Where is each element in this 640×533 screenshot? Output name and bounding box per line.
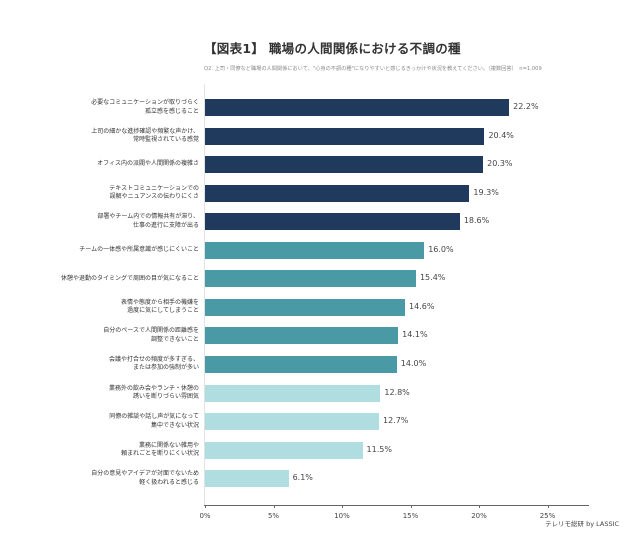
category-label: 休憩や退勤のタイミングで周囲の目が気になること [60,274,199,282]
category-label: 部署やチーム内での情報共有が滞り、 仕事の進行に支障が出る [97,213,199,229]
category-label: 同僚の雑談や話し声が気になって 集中できない状況 [109,413,199,429]
x-tick [273,505,275,508]
x-tick-label: 25% [539,512,556,520]
category-label: チームの一体感や所属意識が感じにくいこと [79,246,199,253]
x-axis-line [204,505,589,506]
bar [205,156,484,174]
bar [205,213,460,231]
bar [205,384,381,402]
category-label: 自分の意見やアイデアが対面でないため 軽く扱われると感じる [91,470,199,486]
value-label: 14.6% [409,301,435,311]
value-label: 6.1% [292,473,313,483]
value-label: 20.3% [487,159,513,169]
bar [205,184,470,202]
chart-subtitle: Q2. 上司・同僚など職場の人間関係において、"心身の不調の種"になりやすいと感… [204,66,542,72]
source-credit: テレリモ総研 by LASSIC [545,520,620,528]
value-label: 14.0% [400,358,427,368]
x-tick [410,505,412,508]
bar [205,327,399,345]
bar [205,441,363,459]
category-label: 上司の細かな進捗確認や頻繁な声かけ、 常時監視されている感覚 [91,127,199,144]
value-label: 22.2% [513,102,539,111]
bar [205,355,397,373]
bar [205,127,485,145]
bar [205,470,289,488]
value-label: 19.3% [473,187,499,197]
bar [205,298,406,316]
category-label: 必要なコミュニケーションが取りづらく 孤立感を感じること [91,99,199,115]
value-label: 20.4% [488,130,514,140]
bar [205,99,510,116]
value-label: 18.6% [463,216,490,226]
x-tick-label: 20% [471,512,487,520]
chart-title: 【図表1】 職場の人間関係における不調の種 [204,41,461,56]
value-label: 14.1% [402,330,428,340]
value-label: 16.0% [428,244,454,254]
x-tick-label: 0% [199,512,211,520]
value-label: 12.7% [382,416,409,426]
category-label: オフィス内の派閥や人間関係の複雑さ [97,160,199,168]
category-label: 自分のペースで人間関係の距離感を 調整できないこと [103,327,199,343]
x-tick-label: 15% [402,512,419,520]
y-axis-line [204,84,205,505]
x-tick [547,505,549,508]
x-tick [205,505,206,508]
bar [205,241,425,259]
x-tick-label: 10% [334,512,350,520]
x-tick-label: 5% [267,512,280,520]
value-label: 15.4% [419,273,446,283]
bar [205,270,416,288]
category-label: テキストコミュニケーションでの 誤解やニュアンスの伝わりにくさ [109,184,199,201]
category-label: 表情や態度から相手の機嫌を 過度に気にしてしまうこと [120,298,199,315]
category-label: 会議や打合せの頻度が多すぎる、 または参加の強制が多い [108,355,199,372]
x-tick [342,505,343,508]
value-label: 12.8% [384,387,410,397]
bar [205,413,379,431]
value-label: 11.5% [366,444,392,454]
category-label: 業務に関係ない雑用や 頼まれごとを断りにくい状況 [121,441,199,458]
category-label: 業務外の飲み会やランチ・休憩の 誘いを断りづらい雰囲気 [108,384,199,401]
x-tick [479,505,480,508]
